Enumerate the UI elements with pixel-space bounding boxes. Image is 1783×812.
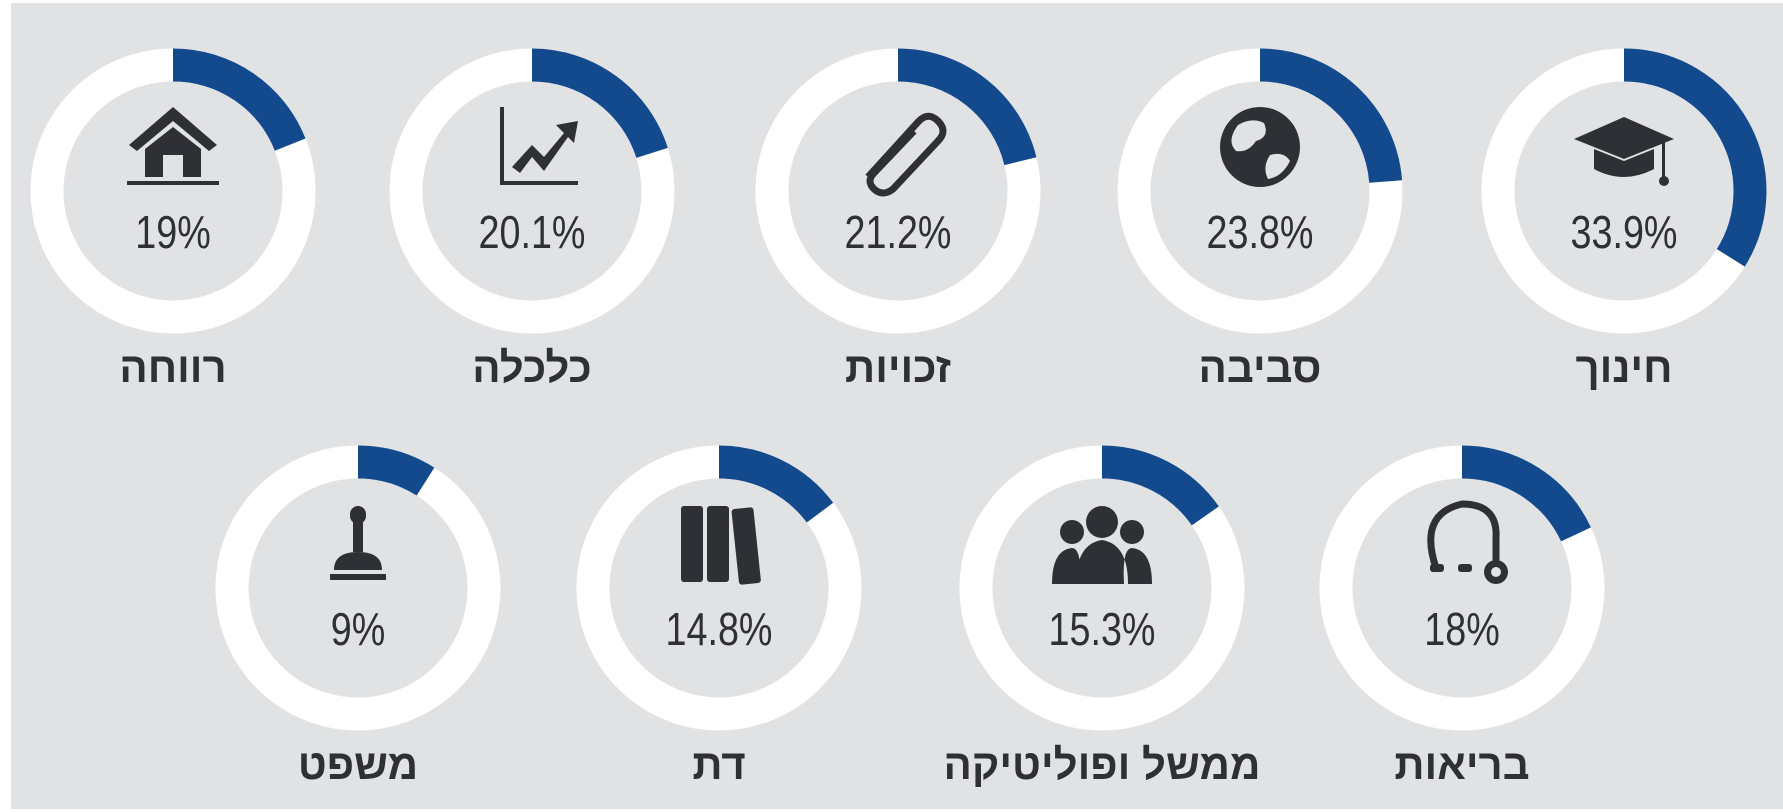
gauge-arc [172, 48, 306, 152]
icon [127, 107, 219, 185]
gauge-arc [897, 48, 1037, 166]
gauge-arc [531, 48, 668, 159]
category-label: דת [692, 741, 745, 788]
gauge-arc [1259, 48, 1403, 184]
background [11, 3, 1783, 809]
gauge-arc [1461, 445, 1591, 542]
value-label: 20.1% [479, 207, 586, 258]
category-label: בריאות [1394, 741, 1529, 788]
value-label: 18% [1424, 604, 1499, 655]
value-label: 9% [331, 604, 386, 655]
icon [865, 112, 947, 197]
category-label: כלכלה [472, 344, 592, 391]
icon [1427, 500, 1508, 584]
gauge-arc [1623, 48, 1767, 267]
icon [330, 506, 386, 580]
value-label: 23.8% [1207, 207, 1314, 258]
value-label: 21.2% [845, 207, 952, 258]
value-label: 14.8% [666, 604, 773, 655]
category-label: סביבה [1199, 344, 1322, 391]
category-label: רווחה [119, 344, 226, 391]
icon [1052, 506, 1152, 584]
gauge-arc [357, 445, 435, 496]
category-label: משפט [298, 741, 418, 788]
gauge-arc [718, 445, 834, 523]
icon [1574, 117, 1674, 186]
icon [1220, 107, 1300, 187]
value-label: 15.3% [1049, 604, 1156, 655]
category-label: זכויות [845, 344, 951, 391]
value-label: 19% [135, 207, 210, 258]
gauge-arc [1101, 445, 1219, 526]
value-label: 33.9% [1571, 207, 1678, 258]
icon [681, 506, 761, 585]
category-label: ממשל ופוליטיקה [944, 741, 1261, 788]
category-label: חינוך [1575, 344, 1672, 391]
icon [500, 107, 578, 185]
